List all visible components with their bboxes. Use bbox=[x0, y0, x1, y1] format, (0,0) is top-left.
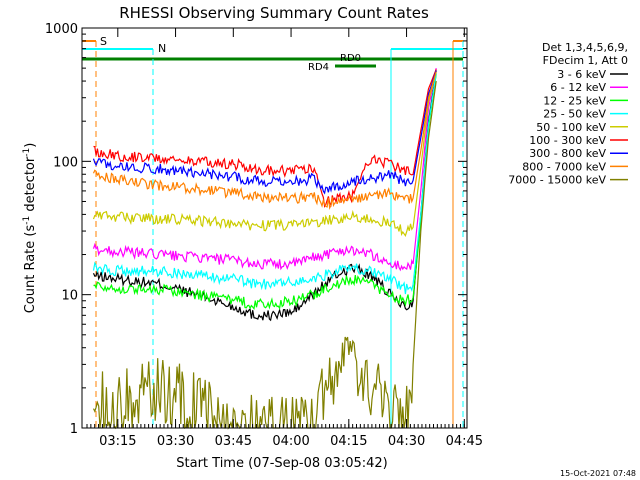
x-tick-label: 03:45 bbox=[215, 434, 252, 449]
chart-title: RHESSI Observing Summary Count Rates bbox=[119, 4, 429, 22]
y-axis-label: Count Rate (s-1 detector-1) bbox=[22, 143, 38, 314]
footer-date: 15-Oct-2021 07:48 bbox=[560, 469, 636, 478]
legend-label-7: 800 - 7000 keV bbox=[522, 160, 606, 173]
y-axis: 1 10 100 1000 bbox=[45, 22, 467, 437]
y-tick-label: 10 bbox=[61, 289, 78, 304]
x-tick-label: 04:45 bbox=[446, 434, 483, 449]
legend-label-8: 7000 - 15000 keV bbox=[508, 174, 606, 187]
x-tick-label: 03:15 bbox=[99, 434, 136, 449]
annotation-N: N bbox=[158, 42, 166, 55]
series-line-6 bbox=[92, 70, 437, 195]
x-tick-label: 03:30 bbox=[157, 434, 194, 449]
series-layer bbox=[92, 67, 437, 430]
y-tick-label: 1000 bbox=[45, 22, 78, 37]
legend-label-2: 12 - 25 keV bbox=[543, 94, 606, 107]
legend-header-2: FDecim 1, Att 0 bbox=[543, 54, 628, 67]
legend-label-0: 3 - 6 keV bbox=[557, 68, 606, 81]
plot-frame bbox=[81, 27, 468, 429]
annotation-S: S bbox=[100, 35, 107, 48]
series-line-8 bbox=[92, 81, 437, 430]
annotation-RD4: RD4 bbox=[308, 62, 329, 73]
legend-label-3: 25 - 50 keV bbox=[543, 108, 606, 121]
x-tick-label: 04:00 bbox=[272, 434, 309, 449]
state-annotations: S N RD0 RD4 bbox=[82, 35, 464, 428]
series-line-0 bbox=[92, 70, 437, 322]
x-axis: 03:15 03:30 03:45 04:00 04:15 04:30 04:45 bbox=[86, 28, 483, 449]
y-axis-label-mid: detector bbox=[23, 156, 38, 216]
y-axis-label-main: Count Rate (s bbox=[23, 225, 38, 314]
y-axis-label-sup1: -1 bbox=[22, 216, 32, 225]
legend: Det 1,3,4,5,6,9, FDecim 1, Att 0 3 - 6 k… bbox=[508, 41, 628, 187]
series-line-4 bbox=[92, 71, 437, 238]
y-axis-label-end: ) bbox=[23, 143, 38, 148]
y-tick-label: 1 bbox=[70, 422, 78, 437]
legend-header-1: Det 1,3,4,5,6,9, bbox=[542, 41, 628, 54]
annotation-RD0: RD0 bbox=[340, 53, 361, 64]
legend-label-6: 300 - 800 keV bbox=[529, 147, 606, 160]
x-axis-label: Start Time (07-Sep-08 03:05:42) bbox=[176, 456, 387, 471]
legend-label-1: 6 - 12 keV bbox=[550, 81, 606, 94]
series-line-3 bbox=[92, 72, 437, 295]
legend-label-5: 100 - 300 keV bbox=[529, 134, 606, 147]
series-line-2 bbox=[93, 74, 437, 311]
x-tick-label: 04:15 bbox=[330, 434, 367, 449]
x-tick-label: 04:30 bbox=[388, 434, 425, 449]
series-line-5 bbox=[93, 69, 437, 208]
y-tick-label: 100 bbox=[53, 155, 78, 170]
legend-label-4: 50 - 100 keV bbox=[536, 121, 606, 134]
y-axis-label-sup2: -1 bbox=[22, 148, 32, 157]
series-line-7 bbox=[92, 71, 437, 210]
series-line-1 bbox=[92, 67, 437, 272]
